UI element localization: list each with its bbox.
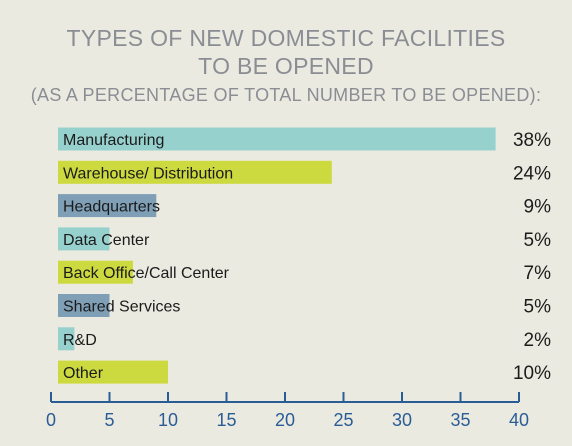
bar-value-label: 10%: [513, 363, 551, 384]
x-tick-label: 40: [509, 410, 529, 430]
bar-category-label: Warehouse/ Distribution: [63, 165, 233, 182]
bar-value-label: 9%: [524, 197, 552, 218]
bar: [58, 294, 110, 317]
bar-category-label: Other: [63, 365, 104, 382]
bar-category-label: Data Center: [63, 232, 150, 249]
bar-value-label: 5%: [524, 297, 552, 318]
bar: [58, 327, 75, 351]
bar-category-label: Headquarters: [63, 199, 160, 216]
bar-category-label: Back Office/Call Center: [63, 265, 230, 282]
bar-value-label: 38%: [513, 130, 551, 151]
x-tick-label: 20: [275, 410, 295, 430]
chart-title-line2: TO BE OPENED: [198, 53, 374, 79]
bar: [58, 127, 496, 151]
bar: [58, 227, 110, 251]
x-tick-label: 25: [333, 410, 353, 430]
x-tick-label: 5: [104, 410, 114, 430]
bar-category-label: Shared Services: [63, 299, 180, 316]
x-tick-label: 15: [216, 410, 236, 430]
bar-value-label: 2%: [524, 330, 552, 351]
x-tick-label: 10: [158, 410, 178, 430]
bar-value-label: 24%: [513, 163, 551, 184]
bar-value-label: 7%: [524, 263, 552, 284]
chart-title: TYPES OF NEW DOMESTIC FACILITIES: [66, 25, 506, 51]
chart-subtitle: (AS A PERCENTAGE OF TOTAL NUMBER TO BE O…: [30, 85, 542, 105]
bar: [58, 160, 332, 184]
bar-category-label: R&D: [63, 332, 97, 349]
x-tick-label: 30: [392, 410, 412, 430]
bar: [58, 260, 133, 284]
x-tick-label: 0: [46, 410, 56, 430]
bar: [58, 360, 168, 384]
x-tick-label: 35: [450, 410, 470, 430]
bar-category-label: Manufacturing: [63, 132, 164, 149]
bar-value-label: 5%: [524, 230, 552, 251]
bar: [58, 194, 157, 218]
